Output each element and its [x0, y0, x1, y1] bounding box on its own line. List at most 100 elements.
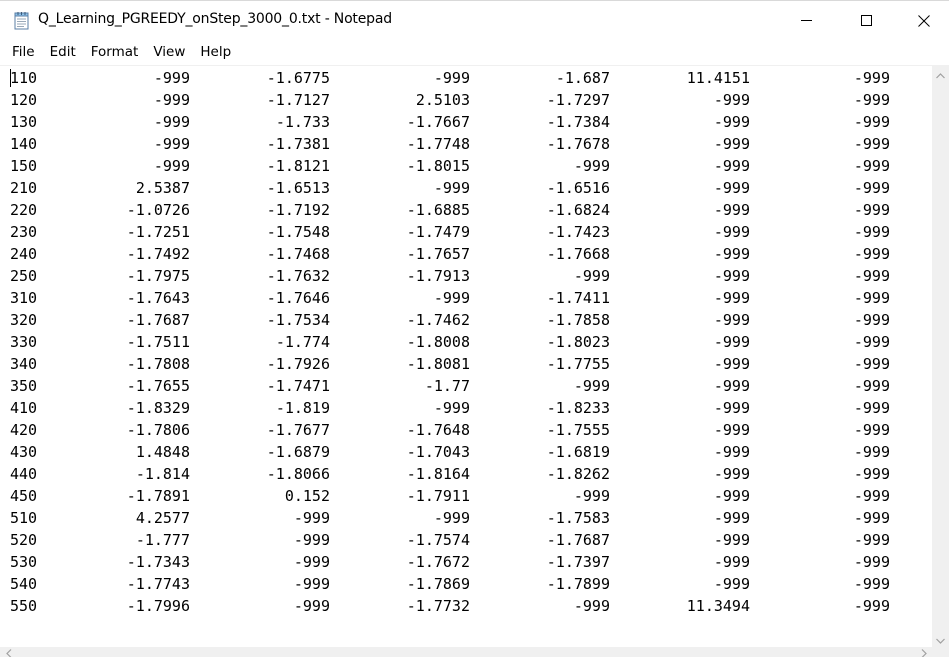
- q-value: -1.774: [275, 333, 330, 351]
- text-line: 450 -1.7891 0.152 -1.7911 -999 -999 -999: [10, 485, 890, 507]
- maximize-button[interactable]: [837, 1, 895, 40]
- q-value: -1.7672: [406, 553, 470, 571]
- scroll-up-button[interactable]: [932, 65, 949, 82]
- menu-file[interactable]: File: [12, 44, 35, 60]
- text-line: 230 -1.7251 -1.7548 -1.7479 -1.7423 -999 -999: [10, 221, 890, 243]
- q-value: -999: [853, 157, 890, 175]
- text-line: 120 -999 -1.7127 2.5103 -1.7297 -999 -999: [10, 89, 890, 111]
- q-value: -1.7996: [126, 597, 190, 615]
- q-value: -1.7534: [266, 311, 330, 329]
- q-value: -1.7492: [126, 245, 190, 263]
- q-value: -1.7732: [406, 597, 470, 615]
- text-line: 140 -999 -1.7381 -1.7748 -1.7678 -999 -999: [10, 133, 890, 155]
- q-value: -999: [713, 465, 750, 483]
- row-id: 450: [10, 487, 38, 505]
- chevron-left-icon: [5, 643, 12, 657]
- row-id: 210: [10, 179, 38, 197]
- q-value: -1.733: [275, 113, 330, 131]
- q-value: -999: [713, 531, 750, 549]
- text-line: 150 -999 -1.8121 -1.8015 -999 -999 -999: [10, 155, 890, 177]
- row-id: 420: [10, 421, 38, 439]
- q-value: -1.7677: [266, 421, 330, 439]
- q-value: -999: [853, 531, 890, 549]
- q-value: -1.777: [135, 531, 190, 549]
- q-value: -1.7748: [406, 135, 470, 153]
- q-value: -1.6516: [546, 179, 610, 197]
- q-value: -1.8233: [546, 399, 610, 417]
- menu-help[interactable]: Help: [200, 44, 232, 60]
- q-value: -999: [713, 443, 750, 461]
- row-id: 130: [10, 113, 38, 131]
- horizontal-scrollbar[interactable]: [0, 647, 932, 657]
- vertical-scrollbar[interactable]: [932, 65, 949, 647]
- q-value: -1.7251: [126, 223, 190, 241]
- q-value: -999: [713, 113, 750, 131]
- q-value: -999: [573, 377, 610, 395]
- row-id: 530: [10, 553, 38, 571]
- q-value: -999: [713, 355, 750, 373]
- q-value: -1.7687: [546, 531, 610, 549]
- minimize-button[interactable]: [777, 1, 835, 40]
- q-value: -999: [853, 333, 890, 351]
- row-id: 220: [10, 201, 38, 219]
- q-value: -1.7668: [546, 245, 610, 263]
- q-value: -999: [713, 421, 750, 439]
- q-value: -1.7548: [266, 223, 330, 241]
- close-button[interactable]: [895, 1, 949, 40]
- q-value: -999: [713, 245, 750, 263]
- q-value: -1.7583: [546, 509, 610, 527]
- row-id: 550: [10, 597, 38, 615]
- q-value: -999: [853, 245, 890, 263]
- q-value: 2.5387: [135, 179, 190, 197]
- text-caret: [10, 69, 11, 87]
- q-value: -999: [853, 443, 890, 461]
- q-value: -1.8121: [266, 157, 330, 175]
- scroll-left-button[interactable]: [0, 647, 17, 657]
- q-value: 11.3494: [686, 597, 750, 615]
- text-line: 530 -1.7343 -999 -1.7672 -1.7397 -999 -999: [10, 551, 890, 573]
- q-value: -1.6879: [266, 443, 330, 461]
- menu-edit[interactable]: Edit: [49, 44, 76, 60]
- q-value: -1.7743: [126, 575, 190, 593]
- text-line: 330 -1.7511 -1.774 -1.8008 -1.8023 -999 -999: [10, 331, 890, 353]
- row-id: 310: [10, 289, 38, 307]
- close-icon: [918, 14, 930, 27]
- scroll-down-button[interactable]: [932, 630, 949, 647]
- q-value: -1.6824: [546, 201, 610, 219]
- q-value: -999: [853, 179, 890, 197]
- title-bar[interactable]: Q_Learning_PGREEDY_onStep_3000_0.txt - N…: [0, 1, 949, 40]
- q-value: -999: [433, 69, 470, 87]
- scrollbar-corner: [932, 647, 949, 657]
- menu-view[interactable]: View: [153, 44, 186, 60]
- scroll-right-button[interactable]: [915, 647, 932, 657]
- text-line: 520 -1.777 -999 -1.7574 -1.7687 -999 -999: [10, 529, 890, 551]
- q-value: -999: [713, 223, 750, 241]
- q-value: -999: [713, 399, 750, 417]
- q-value: -999: [713, 377, 750, 395]
- text-line: 420 -1.7806 -1.7677 -1.7648 -1.7555 -999 -999: [10, 419, 890, 441]
- q-value: -1.7657: [406, 245, 470, 263]
- row-id: 430: [10, 443, 38, 461]
- text-editor[interactable]: 110 -999 -1.6775 -999 -1.687 11.4151 -999 120 -9…: [0, 65, 932, 647]
- q-value: 2.5103: [415, 91, 470, 109]
- menu-format[interactable]: Format: [90, 44, 139, 60]
- q-value: -999: [293, 597, 330, 615]
- q-value: -999: [293, 509, 330, 527]
- q-value: 1.4848: [135, 443, 190, 461]
- row-id: 250: [10, 267, 38, 285]
- q-value: -1.7411: [546, 289, 610, 307]
- q-value: -1.7891: [126, 487, 190, 505]
- notepad-icon[interactable]: [13, 11, 31, 30]
- row-id: 340: [10, 355, 38, 373]
- q-value: 4.2577: [135, 509, 190, 527]
- q-value: -1.7687: [126, 311, 190, 329]
- q-value: -1.8164: [406, 465, 470, 483]
- q-value: -999: [153, 113, 190, 131]
- q-value: -999: [853, 91, 890, 109]
- document-text[interactable]: 110 -999 -1.6775 -999 -1.687 11.4151 -999 120 -9…: [10, 67, 890, 617]
- q-value: -1.7858: [546, 311, 610, 329]
- q-value: -1.7678: [546, 135, 610, 153]
- q-value: 11.4151: [686, 69, 750, 87]
- row-id: 320: [10, 311, 38, 329]
